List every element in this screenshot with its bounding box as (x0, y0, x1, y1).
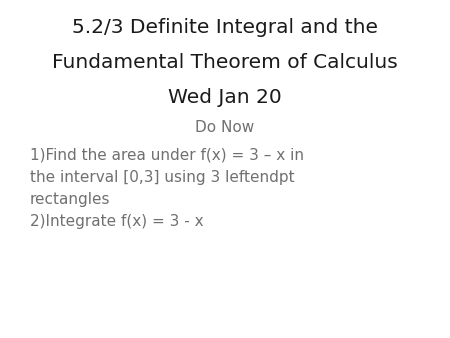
Text: Do Now: Do Now (195, 120, 255, 135)
Text: the interval [0,3] using 3 leftendpt: the interval [0,3] using 3 leftendpt (30, 170, 295, 185)
Text: Fundamental Theorem of Calculus: Fundamental Theorem of Calculus (52, 53, 398, 72)
Text: 1)Find the area under f(x) = 3 – x in: 1)Find the area under f(x) = 3 – x in (30, 148, 304, 163)
Text: Wed Jan 20: Wed Jan 20 (168, 88, 282, 107)
Text: rectangles: rectangles (30, 192, 111, 207)
Text: 2)Integrate f(x) = 3 - x: 2)Integrate f(x) = 3 - x (30, 214, 203, 229)
Text: 5.2/3 Definite Integral and the: 5.2/3 Definite Integral and the (72, 18, 378, 37)
